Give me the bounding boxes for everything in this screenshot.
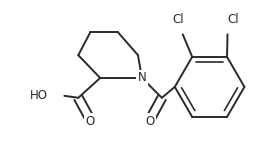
- Text: Cl: Cl: [228, 14, 239, 26]
- Text: O: O: [85, 115, 95, 128]
- Text: Cl: Cl: [172, 14, 184, 26]
- Text: O: O: [145, 115, 155, 128]
- Text: HO: HO: [29, 89, 47, 102]
- Text: N: N: [137, 71, 146, 84]
